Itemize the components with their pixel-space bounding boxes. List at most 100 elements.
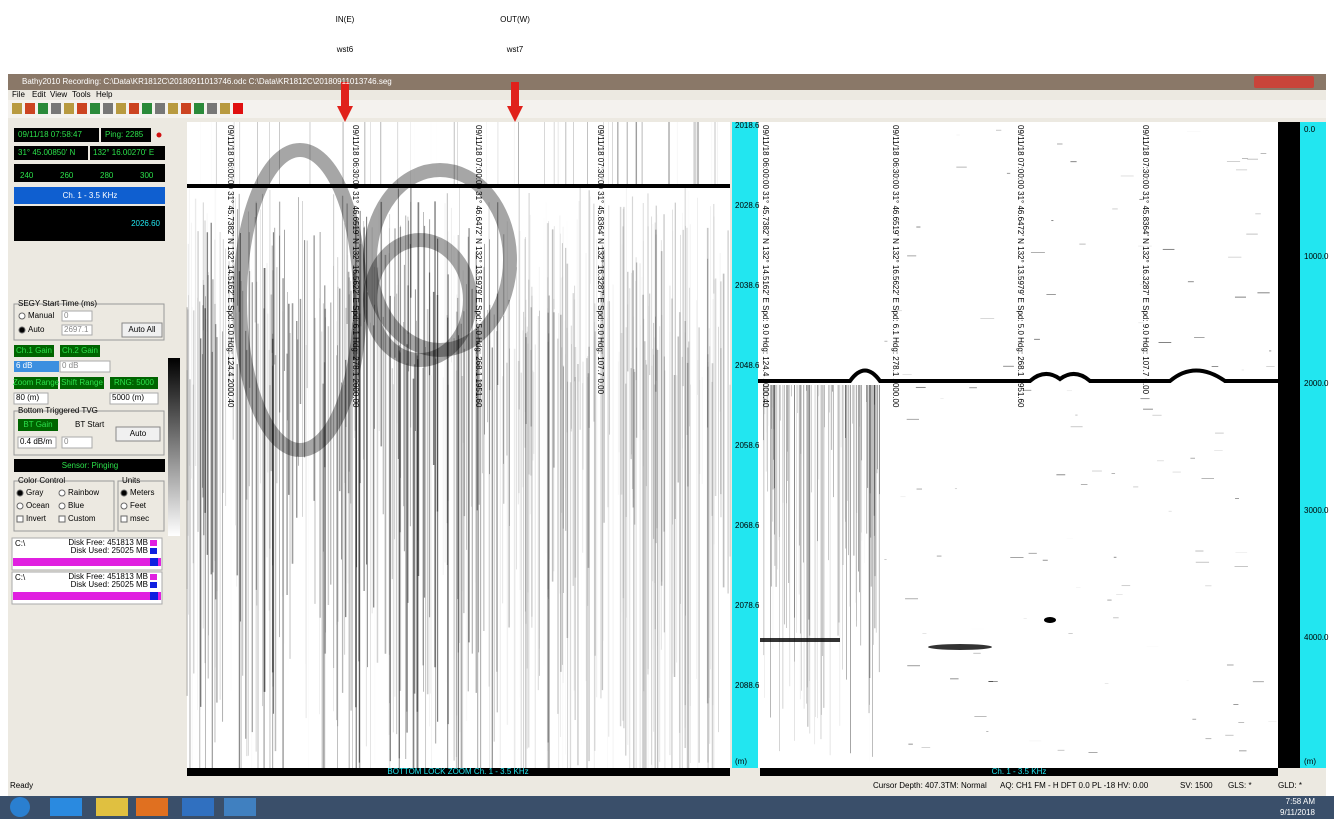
toolbar-button[interactable] — [194, 103, 204, 114]
disk-bar — [13, 558, 161, 566]
channel: Ch. 1 - 3.5 KHz — [63, 191, 118, 200]
option[interactable] — [17, 503, 23, 509]
option[interactable] — [17, 490, 23, 496]
toolbar-button[interactable] — [12, 103, 22, 114]
status-field: Ready — [10, 781, 33, 790]
toolbar-button[interactable] — [207, 103, 217, 114]
toolbar-button[interactable] — [142, 103, 152, 114]
start-button[interactable] — [10, 797, 30, 817]
option[interactable] — [59, 516, 65, 522]
depth-tick: 2078.6 — [735, 601, 760, 610]
compass-label: 300 — [140, 171, 154, 180]
taskbar-app[interactable] — [136, 798, 168, 816]
caption: Ch. 1 - 3.5 KHz — [992, 767, 1047, 776]
taskbar-app[interactable] — [182, 798, 214, 816]
depth-readout: 2026.60 — [131, 219, 160, 228]
menu-item[interactable]: Tools — [72, 90, 91, 99]
disk-bar-used — [150, 558, 158, 566]
option-label: Meters — [130, 488, 154, 497]
ping-annotation: 09/11/18 06:30:00 31° 46.6519' N 132° 16… — [891, 125, 900, 408]
status-field: TM: Normal — [945, 781, 987, 790]
ping-annotation: 09/11/18 06:00:00 31° 45.7382' N 132° 14… — [761, 125, 770, 408]
option-label: Invert — [26, 514, 47, 523]
toolbar-button[interactable] — [90, 103, 100, 114]
depth-tick: (m) — [1304, 757, 1316, 766]
gray-slider[interactable] — [168, 358, 180, 536]
option[interactable] — [121, 516, 127, 522]
status-field: GLS: * — [1228, 781, 1252, 790]
legend-swatch — [150, 582, 157, 588]
depth-tick: 2088.6 — [735, 681, 760, 690]
taskbar-app[interactable] — [50, 798, 82, 816]
ping-annotation: 09/11/18 07:30:00 31° 45.8364' N 132° 16… — [596, 125, 605, 395]
depth-tick: 1000.0 — [1304, 252, 1329, 261]
legend-swatch — [150, 548, 157, 554]
depth-tick: 2048.6 — [735, 361, 760, 370]
depth-tick: 0.0 — [1304, 125, 1316, 134]
depth-tick: 2058.6 — [735, 441, 760, 450]
toolbar-button[interactable] — [181, 103, 191, 114]
annotation-label: OUT(W) — [500, 15, 530, 24]
option[interactable] — [17, 516, 23, 522]
toolbar-button[interactable] — [25, 103, 35, 114]
label: BT Start — [75, 420, 105, 429]
radio[interactable] — [19, 327, 25, 333]
taskbar-app[interactable] — [96, 798, 128, 816]
toolbar-button[interactable] — [51, 103, 61, 114]
ping-annotation: 09/11/18 07:00:00 31° 46.6472' N 132° 13… — [474, 125, 483, 408]
toolbar-button[interactable] — [155, 103, 165, 114]
toolbar-button[interactable] — [77, 103, 87, 114]
disk-bar — [13, 592, 161, 600]
menu-item[interactable]: Help — [96, 90, 113, 99]
select-value: 0 dB — [62, 361, 78, 370]
annotation-label: IN(E) — [336, 15, 355, 24]
input-value: 0 — [64, 437, 69, 446]
toolbar-button[interactable] — [38, 103, 48, 114]
datetime: 09/11/18 07:58:47 — [18, 130, 82, 139]
clock-date: 9/11/2018 — [1280, 808, 1316, 817]
toolbar-button[interactable] — [233, 103, 243, 114]
menu-item[interactable]: Edit — [32, 90, 47, 99]
toolbar-button[interactable] — [220, 103, 230, 114]
select-value: 0.4 dB/m — [20, 437, 52, 446]
depth-tick: 4000.0 — [1304, 633, 1329, 642]
menu-item[interactable]: File — [12, 90, 25, 99]
radio[interactable] — [19, 313, 25, 319]
disk-drive: C:\ — [15, 539, 26, 548]
option-label: Custom — [68, 514, 96, 523]
depth-tick: (m) — [735, 757, 747, 766]
ping-annotation: 09/11/18 07:00:00 31° 46.6472' N 132° 13… — [1016, 125, 1025, 408]
toolbar-button[interactable] — [168, 103, 178, 114]
toolbar-button[interactable] — [116, 103, 126, 114]
option[interactable] — [121, 490, 127, 496]
toolbar-button[interactable] — [129, 103, 139, 114]
status-dot — [157, 133, 162, 138]
toolbar-button[interactable] — [103, 103, 113, 114]
tab-label: Ch.1 Gain — [16, 346, 52, 355]
toolbar-button[interactable] — [64, 103, 74, 114]
option[interactable] — [121, 503, 127, 509]
disk-used: Disk Used: 25025 MB — [71, 580, 148, 589]
group-title: Units — [122, 476, 140, 485]
window-controls[interactable] — [1254, 76, 1314, 88]
echo-streak — [928, 644, 992, 650]
ping-annotation: 09/11/18 07:30:00 31° 45.8364' N 132° 16… — [1141, 125, 1150, 395]
taskbar-app[interactable] — [224, 798, 256, 816]
disk-drive: C:\ — [15, 573, 26, 582]
option-label: Rainbow — [68, 488, 99, 497]
option[interactable] — [59, 490, 65, 496]
menu-item[interactable]: View — [50, 90, 67, 99]
radio-label: Auto — [28, 325, 45, 334]
legend-swatch — [150, 540, 157, 546]
option-label: Ocean — [26, 501, 50, 510]
option-label: msec — [130, 514, 149, 523]
arrow-shaft — [511, 82, 519, 108]
group-title: Color Control — [18, 476, 65, 485]
option[interactable] — [59, 503, 65, 509]
annotation-station: wst7 — [506, 45, 524, 54]
compass-label: 280 — [100, 171, 114, 180]
annotation-station: wst6 — [336, 45, 354, 54]
depth-tick: 2018.6 — [735, 121, 760, 130]
tab-label: BT Gain — [23, 420, 52, 429]
status-field: SV: 1500 — [1180, 781, 1213, 790]
